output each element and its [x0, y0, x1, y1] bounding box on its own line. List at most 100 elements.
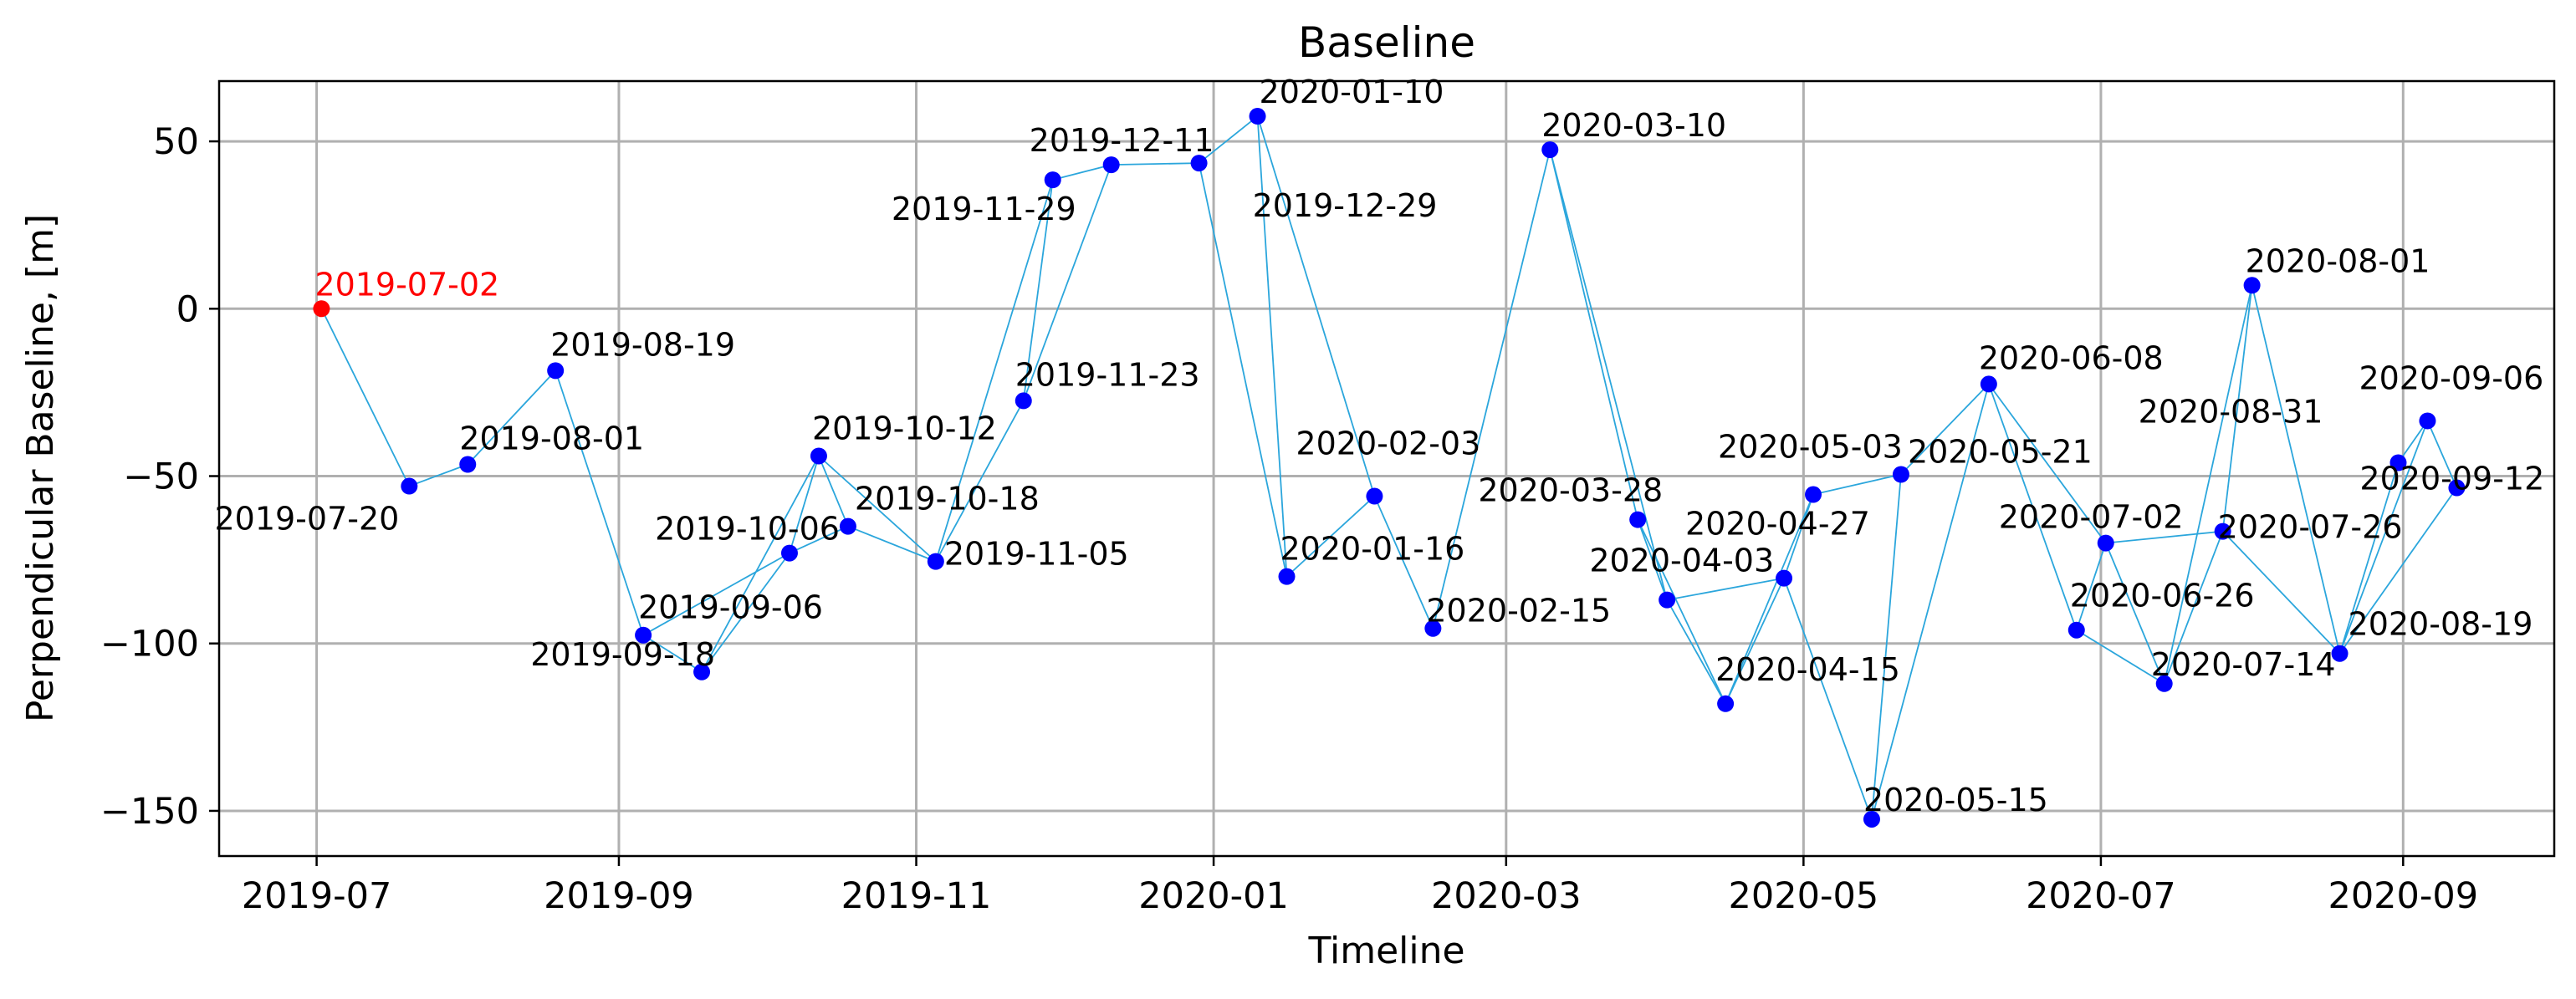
- data-point: [1190, 155, 1208, 172]
- data-point: [401, 477, 418, 495]
- data-point: [1044, 171, 1061, 189]
- point-date-label: 2020-02-03: [1296, 426, 1480, 462]
- x-tick-label: 2019-11: [841, 875, 992, 917]
- reference-date-label: 2019-07-02: [314, 266, 499, 303]
- x-tick-label: 2020-09: [2328, 875, 2478, 917]
- data-point: [2097, 534, 2114, 552]
- network-edge: [2221, 530, 2341, 655]
- point-date-label: 2020-09-06: [2359, 359, 2543, 396]
- network-edge: [1022, 180, 1054, 401]
- point-date-label: 2019-08-19: [550, 326, 735, 363]
- network-edge: [642, 634, 703, 673]
- point-date-label: 2020-09-12: [2359, 461, 2544, 497]
- data-point: [1659, 591, 1676, 609]
- network-edge: [1637, 519, 1669, 600]
- network-edge: [1198, 162, 1288, 577]
- network-edge: [818, 455, 937, 563]
- x-tick-label: 2019-09: [544, 875, 694, 917]
- network-edge: [1871, 474, 1902, 820]
- point-date-label: 2020-05-21: [1908, 434, 2093, 471]
- network-edge: [1988, 384, 2078, 631]
- data-point: [1541, 141, 1559, 159]
- point-date-label: 2020-02-15: [1426, 593, 1611, 629]
- network-edge: [1666, 577, 1785, 601]
- network-edge: [2163, 531, 2224, 685]
- reference-point: [313, 300, 330, 318]
- network-edge: [2076, 629, 2165, 685]
- network-edge: [2397, 420, 2429, 464]
- network-edge: [1988, 383, 2107, 544]
- network-edge: [1256, 115, 1376, 497]
- grid-lines: [219, 81, 2554, 856]
- data-point: [1249, 108, 1266, 125]
- point-date-label: 2020-07-02: [1999, 499, 2184, 536]
- x-tick-label: 2020-03: [1431, 875, 1582, 917]
- data-point: [547, 362, 565, 380]
- network-edge: [2338, 420, 2429, 655]
- network-edge: [847, 525, 937, 563]
- data-point: [2155, 675, 2173, 692]
- network-edge: [789, 456, 820, 553]
- data-point: [1980, 375, 1997, 393]
- data-point: [2448, 479, 2466, 497]
- network-edge: [1432, 149, 1551, 629]
- network-edge: [1637, 519, 1726, 705]
- data-point: [693, 663, 711, 680]
- network-edge: [2105, 530, 2223, 544]
- network-edge: [701, 456, 820, 673]
- network-edge: [1199, 115, 1259, 164]
- point-date-label: 2019-10-18: [855, 481, 1040, 517]
- network-edge: [789, 525, 849, 554]
- network-edge: [409, 463, 468, 487]
- network-edge: [1900, 383, 1990, 476]
- point-date-label: 2019-10-06: [655, 511, 840, 548]
- data-point: [1863, 810, 1880, 828]
- point-date-label: 2020-06-26: [2070, 578, 2255, 614]
- point-date-label: 2019-10-12: [812, 410, 997, 446]
- point-date-label: 2020-05-15: [1863, 782, 2048, 818]
- data-point: [1892, 466, 1909, 483]
- point-date-label: 2019-07-20: [214, 501, 399, 538]
- data-point: [2419, 412, 2436, 430]
- network-edge: [1783, 494, 1814, 579]
- point-date-label: 2019-09-18: [530, 636, 715, 673]
- y-tick-label: −50: [123, 456, 199, 498]
- network-edge: [642, 552, 790, 636]
- network-edge: [2251, 285, 2341, 654]
- data-point: [1424, 619, 1442, 637]
- network-edge: [1285, 495, 1376, 578]
- network-edge: [1725, 494, 1814, 705]
- data-point: [927, 553, 944, 570]
- network-edges: [320, 115, 2458, 820]
- network-edge: [2075, 543, 2107, 630]
- x-tick-label: 2019-07: [242, 875, 392, 917]
- point-date-label: 2019-12-29: [1253, 187, 1438, 224]
- data-point: [459, 456, 477, 473]
- data-point: [1015, 392, 1032, 410]
- data-point: [1805, 486, 1822, 503]
- data-point: [1366, 487, 1383, 505]
- data-point: [810, 447, 827, 465]
- data-point: [2389, 454, 2407, 471]
- network-edge: [1256, 115, 1288, 577]
- y-axis-label: Perpendicular Baseline, [m]: [19, 214, 62, 722]
- x-tick-label: 2020-05: [1729, 875, 1879, 917]
- data-point: [839, 517, 856, 535]
- data-point: [2214, 522, 2231, 540]
- y-tick-label: 50: [153, 121, 199, 163]
- network-edge: [1783, 578, 1873, 820]
- point-date-label: 2020-01-16: [1280, 531, 1465, 568]
- network-edge: [1373, 496, 1434, 629]
- network-edge: [2338, 487, 2458, 655]
- chart-title: Baseline: [1298, 18, 1475, 67]
- network-edge: [934, 179, 1054, 562]
- data-point: [1278, 568, 1296, 585]
- network-edge: [2104, 543, 2165, 685]
- network-edge: [1549, 149, 1639, 520]
- network-edge: [701, 553, 790, 673]
- point-date-label: 2020-04-27: [1685, 506, 1870, 543]
- point-date-label: 2020-04-03: [1589, 543, 1774, 579]
- point-date-label: 2020-07-14: [2151, 646, 2336, 683]
- y-tick-label: −100: [100, 624, 199, 665]
